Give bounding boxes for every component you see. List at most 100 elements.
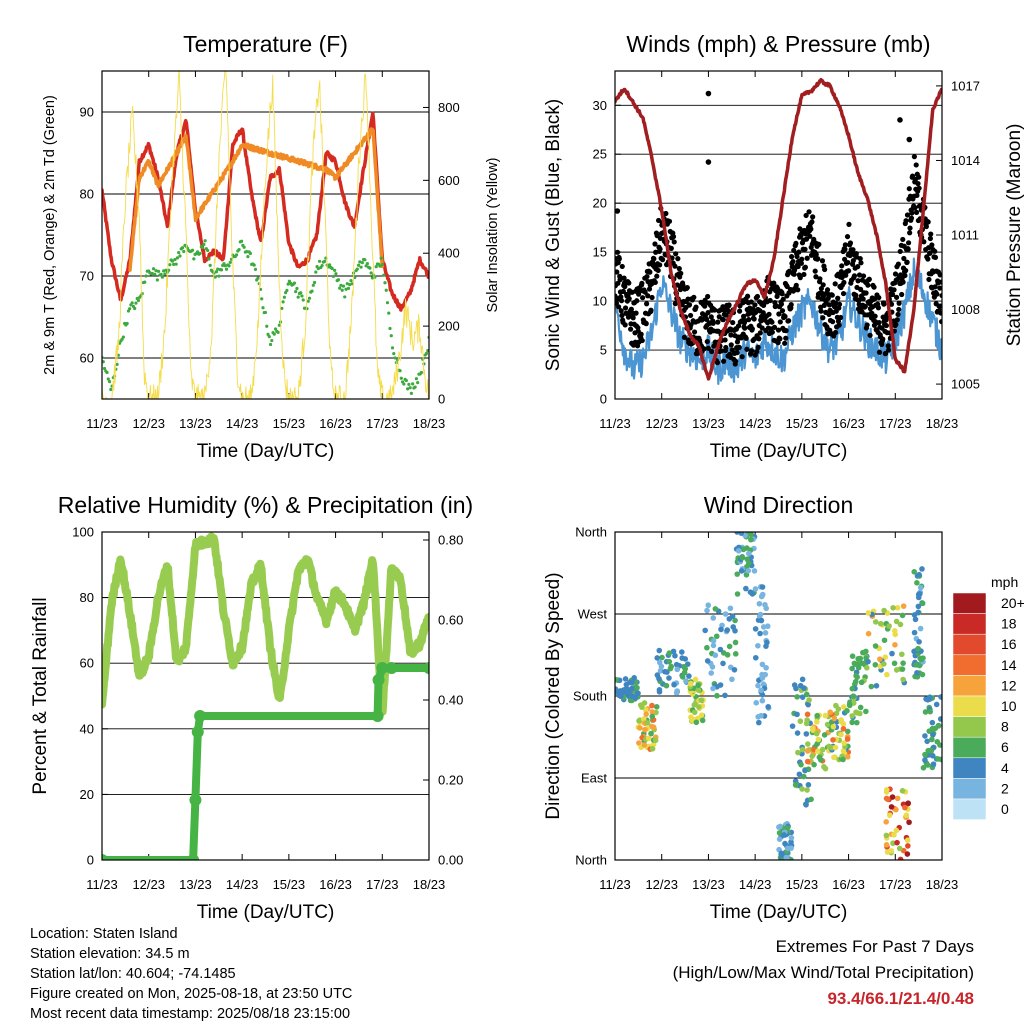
direction-point — [881, 661, 887, 667]
series-dot — [684, 284, 690, 291]
series-dot — [709, 348, 715, 355]
series-dot — [913, 209, 920, 215]
series-dot — [652, 241, 658, 247]
series-dot — [705, 345, 711, 351]
series-dot — [341, 284, 346, 288]
direction-point — [720, 660, 726, 667]
series-dot — [355, 267, 359, 271]
y-right-tick-label: 1011 — [951, 228, 979, 243]
plot-area — [615, 532, 942, 860]
direction-point — [924, 738, 930, 745]
series-dot — [909, 210, 915, 216]
direction-point — [629, 685, 635, 692]
series-dot — [182, 249, 186, 254]
series-dot — [865, 282, 871, 288]
direction-point — [760, 624, 767, 630]
direction-point — [814, 712, 820, 719]
series-dot — [829, 292, 835, 298]
direction-point — [714, 692, 720, 699]
direction-point — [686, 673, 692, 679]
series-dot — [885, 347, 892, 353]
direction-point — [915, 645, 921, 652]
direction-point — [745, 550, 752, 557]
series-dot — [348, 282, 352, 287]
direction-point — [666, 650, 673, 656]
direction-point — [815, 748, 821, 754]
x-tick-label: 11/23 — [599, 877, 631, 892]
direction-point — [899, 666, 906, 672]
series-dot — [311, 283, 315, 287]
y-tick-label: South — [573, 689, 607, 704]
direction-point — [649, 702, 655, 709]
series-dot — [718, 348, 725, 354]
direction-point — [925, 697, 931, 703]
direction-point — [672, 652, 678, 659]
series-line — [128, 127, 385, 272]
series-dot — [663, 210, 669, 217]
precip-marker — [376, 662, 389, 674]
y-right-tick-label: 0 — [438, 392, 445, 407]
direction-point — [838, 731, 844, 738]
series-dot — [409, 391, 413, 396]
y-tick-label: 60 — [80, 656, 94, 671]
series-dot — [906, 186, 912, 192]
direction-point — [656, 687, 663, 693]
recent-data-timestamp: Most recent data timestamp: 2025/08/18 2… — [30, 1006, 351, 1022]
x-tick-label: 12/23 — [132, 877, 165, 892]
series-dot — [102, 360, 105, 364]
series-dot — [728, 342, 734, 348]
y-right-tick-label: 0.20 — [438, 773, 463, 788]
direction-point — [937, 716, 942, 722]
series-dot — [389, 334, 393, 338]
direction-point — [637, 725, 643, 731]
series-dot — [782, 313, 788, 320]
direction-point — [745, 567, 752, 574]
series-dot — [349, 279, 353, 283]
direction-point — [764, 639, 770, 646]
direction-point — [702, 627, 708, 634]
series-dot — [382, 273, 386, 277]
direction-point — [854, 719, 860, 726]
direction-point — [914, 670, 920, 676]
direction-point — [803, 801, 809, 808]
x-tick-label: 15/23 — [786, 877, 819, 892]
series-dot — [622, 283, 628, 290]
series-dot — [759, 325, 765, 331]
series-dot — [639, 280, 645, 286]
series-dot — [705, 310, 711, 316]
y-right-tick-label: 400 — [438, 246, 460, 261]
series-dot — [801, 271, 807, 278]
direction-point — [797, 718, 804, 725]
series-dot — [897, 272, 904, 278]
series-dot — [778, 301, 785, 307]
series-dot — [860, 296, 866, 302]
direction-point — [815, 736, 822, 743]
series-dot — [793, 282, 799, 288]
series-dot — [383, 281, 387, 285]
series-dot — [757, 330, 763, 336]
series-dot — [672, 263, 678, 269]
direction-point — [698, 712, 705, 719]
series-dot — [916, 174, 922, 180]
series-dot — [206, 248, 210, 253]
series-dot — [248, 251, 253, 256]
series-dot — [413, 385, 417, 389]
series-dot — [671, 239, 677, 245]
direction-point — [704, 607, 710, 614]
direction-point — [894, 795, 901, 802]
direction-point — [626, 689, 632, 695]
series-dot — [681, 334, 687, 340]
series-dot — [754, 349, 760, 355]
series-dot — [720, 317, 726, 323]
series-dot — [701, 346, 707, 352]
direction-point — [705, 602, 712, 609]
series-dot — [380, 262, 385, 267]
series-dot — [939, 292, 942, 299]
direction-point — [899, 651, 905, 658]
series-dot — [619, 312, 625, 319]
direction-point — [729, 613, 736, 619]
direction-point — [833, 710, 840, 717]
legend-swatch — [952, 736, 987, 759]
series-dot — [736, 344, 742, 350]
direction-point — [673, 690, 680, 696]
